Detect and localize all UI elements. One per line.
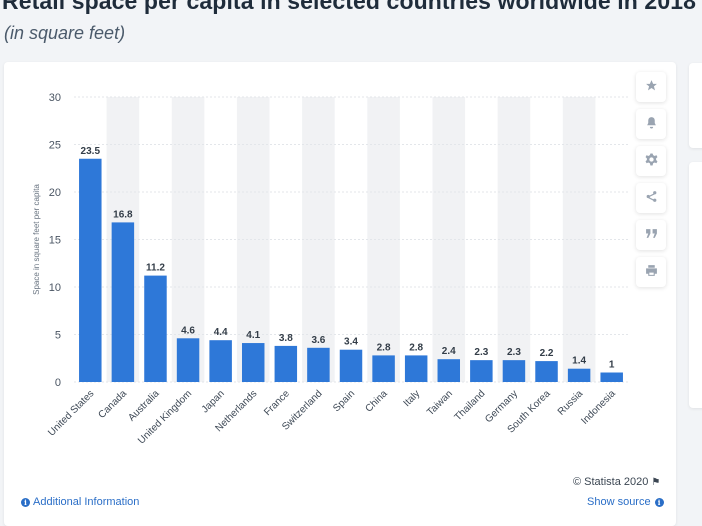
bar: [339, 349, 363, 382]
bar-value-label: 2.4: [442, 346, 456, 357]
x-tick-label: Canada: [96, 388, 129, 421]
info-icon: i: [21, 497, 30, 507]
share-button[interactable]: [636, 183, 666, 213]
share-icon: [645, 190, 658, 206]
bar-value-label: 4.6: [181, 325, 195, 336]
cite-button[interactable]: [636, 220, 666, 250]
bar: [241, 343, 265, 382]
x-tick-label: Japan: [200, 388, 227, 415]
bar: [176, 338, 200, 382]
bar-value-label: 3.8: [279, 333, 293, 344]
x-tick-label: Spain: [331, 388, 357, 414]
favorite-button[interactable]: [636, 72, 666, 102]
side-panel-top: [689, 63, 702, 148]
bar: [535, 361, 558, 382]
bar-value-label: 2.8: [409, 342, 423, 353]
bar-value-label: 3.6: [311, 335, 325, 346]
info-icon: i: [654, 497, 664, 507]
bar: [567, 368, 591, 382]
settings-button[interactable]: [636, 146, 666, 176]
bar-value-label: 2.3: [474, 347, 488, 358]
bar: [111, 222, 135, 382]
additional-information-label: Additional Information: [33, 496, 140, 508]
bar: [372, 355, 395, 382]
print-button[interactable]: [636, 257, 666, 287]
print-icon: [645, 264, 658, 280]
y-tick-label: 10: [49, 282, 61, 294]
y-tick-label: 25: [49, 140, 61, 152]
bar-value-label: 1.4: [572, 356, 586, 367]
bar-value-label: 2.3: [507, 347, 521, 358]
bar-value-label: 11.2: [146, 263, 165, 274]
x-tick-label: Thailand: [453, 388, 488, 423]
notification-button[interactable]: [636, 109, 666, 139]
bar-value-label: 4.4: [214, 327, 228, 338]
gear-icon: [645, 153, 658, 169]
bar-value-label: 1: [609, 360, 615, 371]
flag-icon: ⚑: [651, 477, 661, 488]
additional-information-link[interactable]: i Additional Information: [21, 496, 139, 508]
column-band: [432, 97, 466, 382]
bar: [502, 360, 526, 382]
quote-icon: [645, 227, 658, 243]
bar: [307, 347, 330, 382]
statista-credit[interactable]: © Statista 2020 ⚑: [573, 476, 660, 488]
x-tick-label: Indonesia: [579, 388, 618, 427]
bar: [600, 372, 623, 382]
x-tick-label: Russia: [556, 388, 586, 418]
credit-text: © Statista 2020: [573, 476, 649, 488]
star-icon: [645, 79, 658, 95]
side-panel-bottom: [689, 162, 702, 408]
bar-value-label: 2.8: [377, 342, 391, 353]
bar: [144, 275, 167, 382]
chart-toolbar: [636, 72, 666, 294]
bar-value-label: 16.8: [113, 209, 133, 220]
y-tick-label: 15: [49, 235, 61, 247]
y-axis-label: Space in square feet per capita: [32, 184, 41, 295]
bar: [209, 340, 232, 382]
x-tick-label: Taiwan: [425, 388, 455, 418]
page-subtitle: (in square feet): [4, 23, 126, 43]
y-tick-label: 5: [55, 330, 61, 342]
show-source-link[interactable]: Show source i: [587, 496, 664, 508]
y-tick-label: 30: [49, 92, 61, 104]
show-source-label: Show source: [587, 496, 651, 508]
bar-value-label: 4.1: [246, 330, 260, 341]
x-tick-label: France: [262, 388, 292, 418]
bar: [470, 360, 493, 382]
bar: [79, 158, 102, 382]
bar: [404, 355, 428, 382]
bar: [437, 359, 461, 382]
y-tick-label: 20: [49, 187, 61, 199]
x-tick-label: United States: [46, 388, 96, 438]
x-tick-label: Italy: [402, 388, 423, 409]
bar-value-label: 3.4: [344, 337, 358, 348]
page-title: Retail space per capita in selected coun…: [2, 0, 696, 14]
x-tick-label: China: [363, 388, 390, 415]
bar-value-label: 2.2: [540, 348, 554, 359]
bar: [274, 345, 298, 382]
bar-value-label: 23.5: [81, 146, 101, 157]
bell-icon: [645, 116, 658, 132]
y-tick-label: 0: [55, 377, 61, 389]
